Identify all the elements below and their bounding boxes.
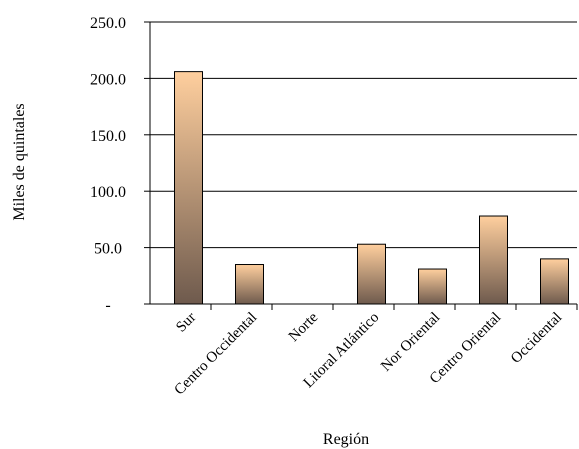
axes: [149, 22, 578, 310]
y-tick-label: -: [105, 297, 110, 314]
bar-4: [357, 243, 386, 305]
y-tick-label: 200.0: [90, 71, 126, 88]
x-axis-title: Región: [323, 431, 369, 448]
y-axis-title: Miles de quintales: [11, 103, 28, 220]
bar-1: [174, 71, 203, 305]
y-tick-label: 150.0: [90, 128, 126, 145]
x-tick-label: Occidental: [508, 310, 565, 367]
bars: [174, 71, 569, 305]
bar-5: [418, 268, 447, 305]
bar-2: [235, 264, 264, 305]
bar-6: [479, 215, 508, 305]
x-tick-label: Sur: [173, 310, 199, 336]
y-tick-labels: - 50.0 100.0 150.0 200.0 250.0: [90, 15, 126, 314]
x-tick-label: Norte: [286, 309, 322, 345]
y-tick-label: 100.0: [90, 184, 126, 201]
x-tick-label: Nor Oriental: [378, 310, 443, 375]
bar-7: [540, 258, 569, 305]
y-tick-label: 250.0: [90, 15, 126, 32]
y-tick-label: 50.0: [94, 241, 122, 258]
